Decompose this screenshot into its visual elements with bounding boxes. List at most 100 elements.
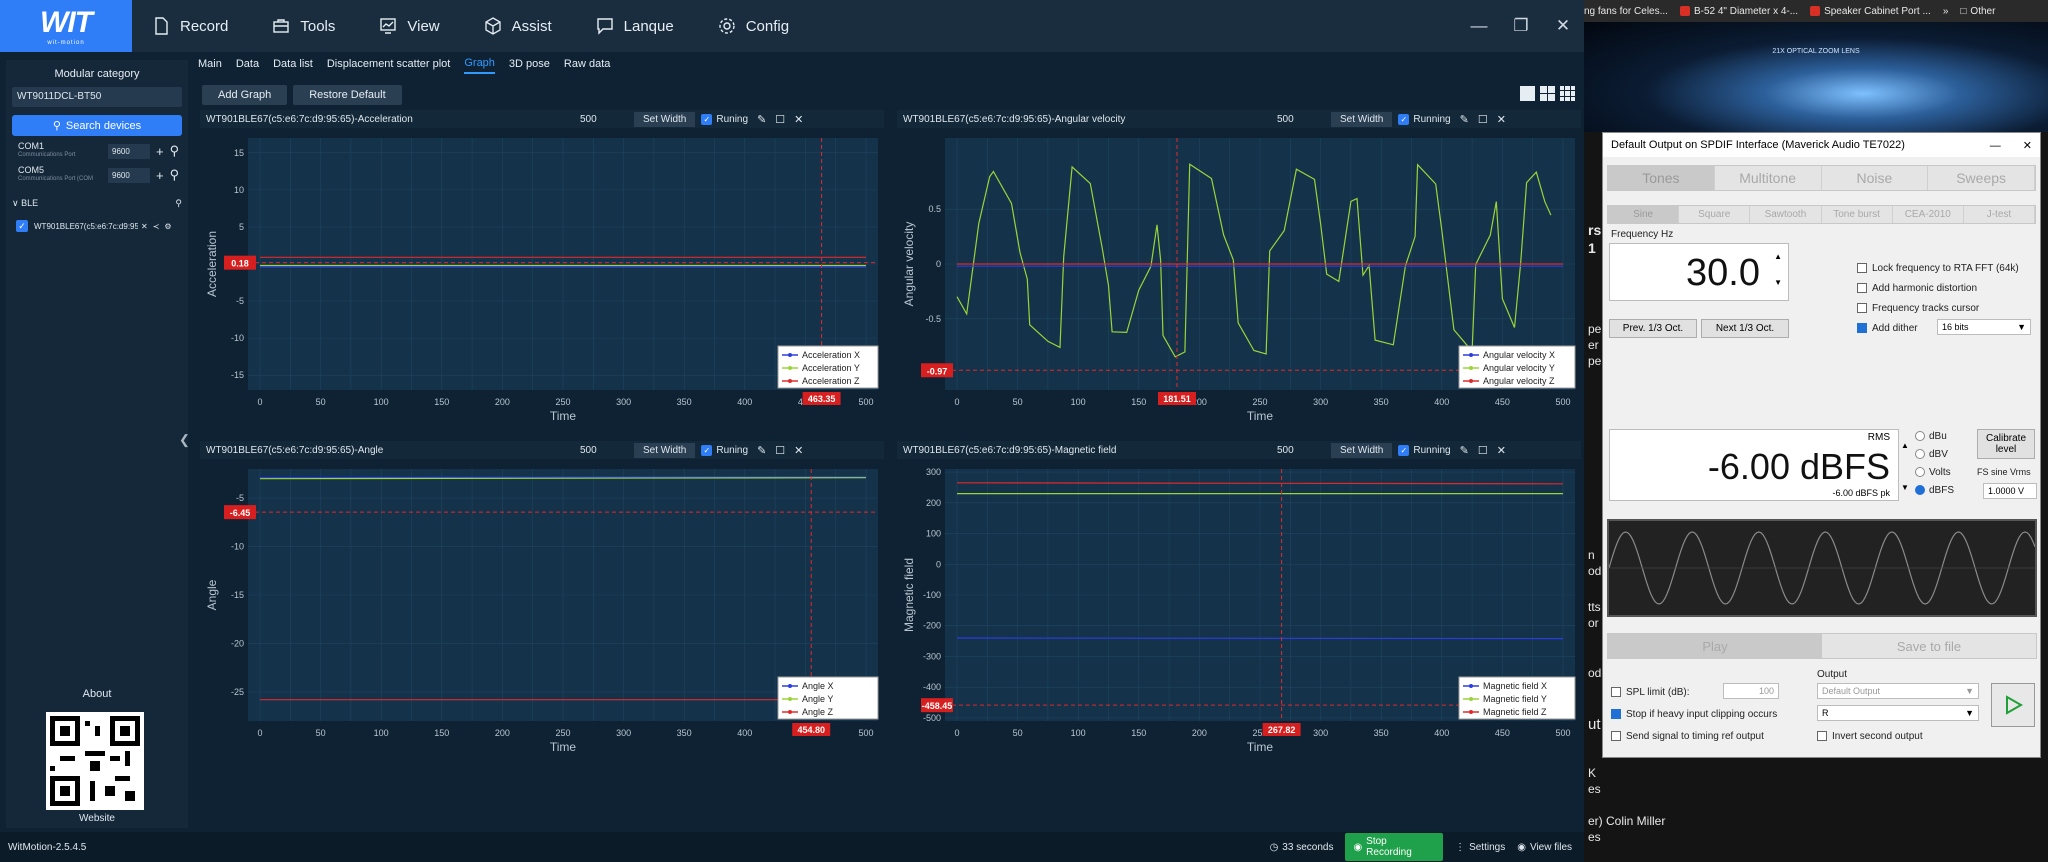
ble-device-item[interactable]: ✓ WT901BLE67(c5:e6:7c:d9:95:65) ✕ ≺ ⚙ [16, 219, 188, 233]
bookmark-item[interactable]: B-52 4" Diameter x 4-... [1679, 6, 1798, 17]
play-button[interactable]: Play [1608, 634, 1822, 658]
prev-octave-button[interactable]: Prev. 1/3 Oct. [1609, 319, 1697, 338]
width-input[interactable]: 500 [1277, 444, 1294, 456]
more-bookmarks-icon[interactable]: » [1942, 5, 1949, 17]
checkbox-icon[interactable] [1857, 323, 1867, 334]
running-checkbox[interactable]: ✓ [1398, 113, 1410, 125]
checkbox-icon[interactable] [1857, 303, 1867, 314]
menu-tools[interactable]: Tools [272, 17, 335, 35]
running-checkbox[interactable]: ✓ [1398, 444, 1410, 456]
spin-up-icon[interactable]: ▲ [1774, 252, 1782, 261]
set-width-button[interactable]: Set Width [1331, 442, 1393, 458]
stop-recording-button[interactable]: ◉ Stop Recording [1345, 833, 1444, 861]
wave-sawtooth[interactable]: Sawtooth [1750, 206, 1822, 223]
harmonic-distortion-option[interactable]: Add harmonic distortion [1857, 283, 1977, 294]
spl-limit-input[interactable]: 100 [1723, 683, 1779, 699]
output-channel-select[interactable]: R ▼ [1817, 705, 1979, 721]
width-input[interactable]: 500 [1277, 113, 1294, 125]
wave-cea-2010[interactable]: CEA-2010 [1892, 206, 1964, 223]
tab-multitone[interactable]: Multitone [1714, 166, 1822, 190]
fs-sine-value[interactable]: 1.0000 V [1983, 483, 2037, 499]
dither-bits-select[interactable]: 16 bits ▼ [1937, 319, 2031, 335]
menu-lanque[interactable]: Lanque [596, 17, 674, 35]
cursor-tool-icon[interactable]: ✎ [1459, 113, 1469, 126]
checkbox-icon[interactable] [1611, 709, 1621, 720]
play-icon[interactable] [1991, 683, 2035, 727]
device-model-select[interactable]: WT9011DCL-BT50 [12, 87, 182, 107]
spin-down-icon[interactable]: ▼ [1774, 278, 1782, 287]
unit-volts[interactable]: Volts [1915, 467, 1951, 478]
close-icon[interactable]: ✕ [794, 113, 804, 126]
minimize-icon[interactable]: — [1470, 16, 1488, 35]
checkbox-icon[interactable] [1857, 283, 1867, 294]
wave-square[interactable]: Square [1679, 206, 1751, 223]
radio-icon[interactable] [1915, 467, 1925, 478]
calibrate-level-button[interactable]: Calibrate level [1977, 429, 2035, 459]
tab-main[interactable]: Main [198, 58, 222, 70]
running-checkbox[interactable]: ✓ [701, 113, 713, 125]
clear-tool-icon[interactable]: ☐ [775, 113, 786, 126]
frequency-tracks-cursor-option[interactable]: Frequency tracks cursor [1857, 303, 1979, 314]
plot-area[interactable]: 151050-5-10-1505010015020025030035040045… [200, 132, 884, 430]
wave-tone-burst[interactable]: Tone burst [1821, 206, 1893, 223]
close-icon[interactable]: ✕ [1496, 444, 1506, 457]
tab-graph[interactable]: Graph [464, 54, 495, 74]
checkbox-icon[interactable] [1611, 731, 1621, 742]
plus-icon[interactable]: + [156, 167, 164, 183]
radio-icon[interactable] [1915, 485, 1925, 496]
close-icon[interactable]: ✕ [141, 221, 148, 231]
baud-input[interactable]: 9600 [108, 143, 150, 159]
restore-icon[interactable]: ❐ [1513, 16, 1529, 35]
checkbox-icon[interactable] [1857, 263, 1867, 274]
cursor-tool-icon[interactable]: ✎ [757, 113, 767, 126]
plot-area[interactable]: 0.5 0 -0.5 0 50 100 150 200 250 300 350 400 450 500 Ti… [897, 132, 1581, 430]
output-device-select[interactable]: Default Output ▼ [1817, 683, 1979, 699]
search-devices-button[interactable]: ⚲ Search devices [12, 115, 182, 136]
spin-down-icon[interactable]: ▼ [1901, 483, 1909, 492]
set-width-button[interactable]: Set Width [634, 111, 696, 127]
layout-quad-icon[interactable] [1540, 86, 1555, 101]
clear-tool-icon[interactable]: ☐ [1477, 113, 1488, 126]
menu-view[interactable]: View [379, 17, 440, 35]
radio-icon[interactable] [1915, 449, 1925, 460]
bookmark-item[interactable]: ng fans for Celes... [1584, 5, 1668, 17]
menu-config[interactable]: Config [718, 17, 789, 35]
cursor-tool-icon[interactable]: ✎ [1459, 444, 1469, 457]
wave-j-test[interactable]: J-test [1963, 206, 2036, 223]
checkbox-icon[interactable] [1817, 731, 1827, 742]
add-dither-option[interactable]: Add dither [1857, 323, 1918, 334]
gear-icon[interactable]: ⚙ [164, 221, 172, 231]
set-width-button[interactable]: Set Width [1331, 111, 1393, 127]
menu-record[interactable]: Record [152, 17, 228, 35]
tab-sweeps[interactable]: Sweeps [1928, 166, 2035, 190]
stop-clipping-option[interactable]: Stop if heavy input clipping occurs [1611, 709, 1777, 720]
unit-dbfs[interactable]: dBFS [1915, 485, 1954, 496]
timing-ref-option[interactable]: Send signal to timing ref output [1611, 731, 1764, 742]
checkbox-icon[interactable] [1611, 687, 1621, 698]
set-width-button[interactable]: Set Width [634, 442, 696, 458]
baud-input[interactable]: 9600 [108, 167, 150, 183]
cursor-tool-icon[interactable]: ✎ [757, 444, 767, 457]
wave-sine[interactable]: Sine [1608, 206, 1680, 223]
tab-3d-pose[interactable]: 3D pose [508, 58, 550, 70]
close-icon[interactable]: ✕ [1496, 113, 1506, 126]
layout-nine-icon[interactable] [1560, 86, 1575, 101]
save-to-file-button[interactable]: Save to file [1822, 634, 2036, 658]
tab-data[interactable]: Data [235, 58, 260, 70]
running-checkbox[interactable]: ✓ [701, 444, 713, 456]
collapse-sidebar-icon[interactable]: ❮ [179, 432, 190, 447]
clear-tool-icon[interactable]: ☐ [1477, 444, 1488, 457]
plot-area[interactable]: 300 200 100 0 -100 -200 -300 -400 -500 0 50 100 150 2… [897, 463, 1581, 761]
search-icon[interactable]: ⚲ [169, 167, 180, 182]
lock-frequency-option[interactable]: Lock frequency to RTA FFT (64k) [1857, 263, 2019, 274]
minimize-icon[interactable]: — [1989, 139, 2001, 152]
settings-button[interactable]: ⋮ Settings [1455, 842, 1505, 853]
tab-tones[interactable]: Tones [1608, 166, 1715, 190]
spin-up-icon[interactable]: ▲ [1901, 441, 1909, 450]
bookmark-folder[interactable]: □ Other [1960, 5, 1996, 17]
plot-area[interactable]: -5 -10 -15 -20 -25 0 50 100 150 200 250 300 350 400 45… [200, 463, 884, 761]
search-icon[interactable]: ⚲ [175, 198, 182, 208]
add-graph-button[interactable]: Add Graph [202, 85, 288, 105]
tab-raw-data[interactable]: Raw data [563, 58, 611, 70]
checkbox-icon[interactable]: ✓ [16, 220, 28, 232]
